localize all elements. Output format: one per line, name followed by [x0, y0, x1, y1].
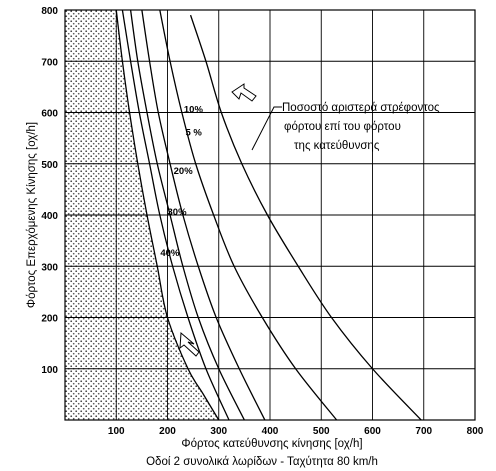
annotation-line-2: φόρτου επί του φόρτου: [284, 121, 401, 133]
plot-frame: [64, 9, 476, 421]
y-tick-label: 200: [41, 314, 58, 325]
curve-label: 10%: [184, 105, 204, 116]
annotation-line-3: της κατεύθυνσης: [294, 140, 380, 152]
x-tick-label: 600: [364, 426, 381, 437]
series-curve: [189, 14, 422, 421]
x-tick-label: 800: [467, 426, 484, 437]
y-tick-label: 300: [41, 262, 58, 273]
y-tick-label: 500: [41, 160, 58, 171]
annotation-leader-line: [251, 106, 282, 151]
annotation-line-1: Ποσοστό αριστερά στρέφοντος: [282, 102, 440, 114]
series-curve: [159, 9, 338, 421]
x-tick-label: 400: [262, 426, 279, 437]
y-ticks: 100 200 300 400 500 600 700 800: [41, 6, 58, 376]
series-curve: [121, 9, 230, 421]
y-tick-label: 600: [41, 109, 58, 120]
arrow-outline-icon: [179, 331, 200, 357]
curve-label: 40%: [160, 248, 180, 259]
series-curve: [141, 9, 266, 421]
curve-label: 30%: [168, 207, 188, 218]
x-tick-label: 200: [159, 426, 176, 437]
x-tick-label: 300: [210, 426, 227, 437]
arrow-outline-icon: [231, 83, 257, 102]
annotation: Ποσοστό αριστερά στρέφοντος φόρτου επί τ…: [179, 83, 440, 357]
region-boundary-curve: [115, 9, 220, 421]
chart-subtitle: Οδοί 2 συνολικά λωρίδων - Ταχύτητα 80 km…: [146, 456, 378, 468]
x-ticks: 100 200 300 400 500 600 700 800: [108, 426, 484, 437]
series-curve: [129, 9, 245, 421]
y-tick-label: 400: [41, 211, 58, 222]
x-tick-label: 500: [313, 426, 330, 437]
y-axis-title: Φόρτος Επερχόμενης Κίνησης [οχ/h]: [26, 122, 38, 308]
x-axis-title: Φόρτος κατεύθυνσης κίνησης [οχ/h]: [181, 438, 362, 450]
curves: [115, 9, 422, 421]
x-tick-label: 100: [108, 426, 125, 437]
y-tick-label: 800: [41, 6, 58, 17]
x-tick-label: 700: [415, 426, 432, 437]
curve-label: 20%: [174, 166, 194, 177]
y-tick-label: 100: [41, 365, 58, 376]
curve-labels: 5 % 10% 20% 30% 40%: [160, 105, 203, 260]
curve-label: 5 %: [185, 128, 202, 139]
y-tick-label: 700: [41, 57, 58, 68]
